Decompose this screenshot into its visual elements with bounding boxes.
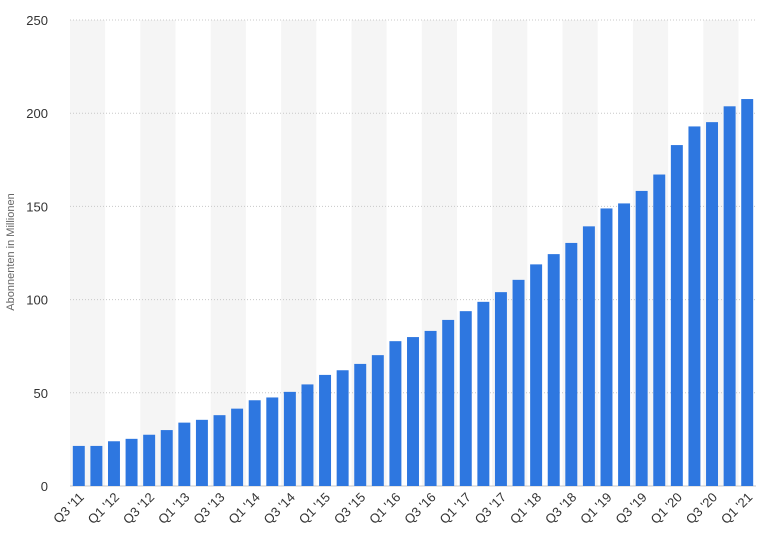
bar[interactable] — [723, 106, 736, 487]
bar[interactable] — [530, 264, 543, 486]
y-tick-label: 200 — [26, 106, 48, 121]
y-tick-label: 50 — [34, 386, 48, 401]
bar[interactable] — [231, 408, 244, 486]
y-axis-title: Abonnenten in Millionen — [5, 193, 17, 310]
bar[interactable] — [354, 363, 367, 486]
bar[interactable] — [512, 279, 525, 486]
bar[interactable] — [600, 208, 613, 487]
bar[interactable] — [547, 254, 560, 486]
bar[interactable] — [635, 190, 648, 486]
bar[interactable] — [442, 319, 455, 486]
x-tick-label: Q3 '19 — [612, 490, 649, 527]
bar[interactable] — [653, 174, 666, 486]
x-tick-label: Q1 '15 — [296, 490, 333, 527]
bar[interactable] — [477, 301, 490, 486]
x-tick-label: Q1 '12 — [85, 490, 122, 527]
x-tick-label: Q1 '13 — [155, 490, 192, 527]
bar[interactable] — [319, 374, 332, 486]
bar[interactable] — [125, 438, 138, 486]
x-tick-label: Q3 '18 — [542, 490, 579, 527]
background-band — [210, 20, 246, 486]
bar[interactable] — [336, 370, 349, 486]
x-tick-label: Q1 '18 — [507, 490, 544, 527]
bar[interactable] — [72, 445, 85, 486]
bar[interactable] — [107, 441, 120, 486]
x-tick-label: Q1 '20 — [648, 490, 685, 527]
bar[interactable] — [407, 337, 419, 486]
background-band — [70, 20, 106, 486]
bar[interactable] — [494, 292, 507, 486]
bar[interactable] — [143, 434, 156, 486]
y-axis-ticks: 0 50 100 150 200 250 — [26, 13, 48, 494]
y-tick-label: 250 — [26, 13, 48, 28]
y-tick-label: 100 — [26, 293, 48, 308]
bar[interactable] — [283, 391, 296, 486]
bar[interactable] — [688, 126, 701, 487]
bar[interactable] — [301, 384, 314, 486]
bar[interactable] — [248, 400, 261, 486]
x-tick-label: Q3 '17 — [472, 490, 509, 527]
x-tick-label: Q3 '20 — [683, 490, 720, 527]
bar[interactable] — [582, 226, 595, 487]
x-tick-label: Q3 '11 — [50, 490, 87, 527]
bar[interactable] — [213, 415, 226, 486]
x-tick-label: Q3 '13 — [190, 490, 227, 527]
y-tick-label: 150 — [26, 199, 48, 214]
bar[interactable] — [565, 242, 578, 486]
bar[interactable] — [371, 355, 384, 486]
bar[interactable] — [424, 330, 437, 486]
x-tick-label: Q3 '15 — [331, 490, 368, 527]
x-tick-label: Q3 '16 — [401, 490, 438, 527]
bar[interactable] — [389, 341, 402, 486]
x-tick-label: Q1 '21 — [718, 490, 755, 527]
x-tick-label: Q1 '16 — [366, 490, 403, 527]
y-tick-label: 0 — [41, 479, 48, 494]
bars — [72, 99, 754, 487]
bar[interactable] — [459, 311, 472, 486]
bar[interactable] — [90, 445, 103, 486]
x-tick-label: Q3 '12 — [120, 490, 157, 527]
bar[interactable] — [195, 419, 208, 486]
x-tick-label: Q1 '17 — [436, 490, 473, 527]
bar[interactable] — [706, 122, 719, 486]
bar[interactable] — [178, 422, 191, 486]
x-tick-label: Q1 '19 — [577, 490, 614, 527]
x-tick-label: Q1 '14 — [225, 490, 262, 527]
bar[interactable] — [266, 397, 279, 486]
x-tick-label: Q3 '14 — [261, 490, 298, 527]
bar[interactable] — [670, 145, 683, 486]
bar[interactable] — [160, 430, 173, 486]
bar[interactable] — [741, 99, 754, 486]
bar[interactable] — [618, 203, 631, 486]
background-band — [140, 20, 176, 486]
